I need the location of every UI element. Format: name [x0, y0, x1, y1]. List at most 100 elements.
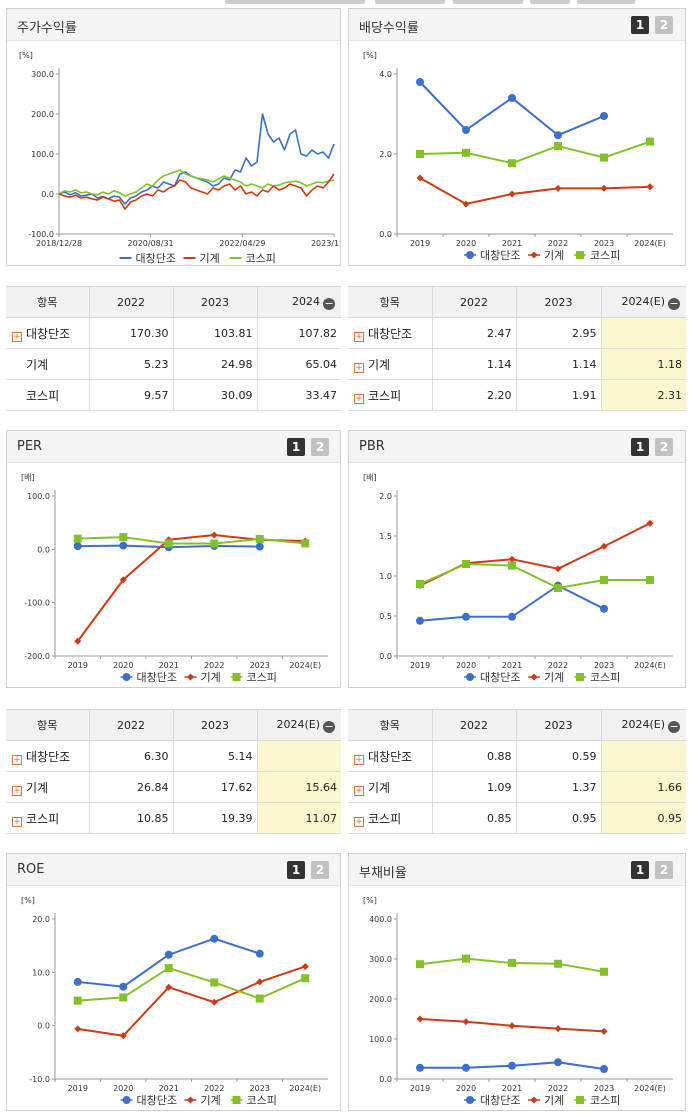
column-header-label: 2023 — [201, 295, 229, 309]
collapse-minus-icon[interactable]: − — [323, 719, 335, 733]
row-name-cell[interactable]: + 기계 — [6, 771, 90, 803]
row-name: 대창단조 — [368, 749, 413, 764]
collapse-minus-icon[interactable]: − — [668, 296, 680, 310]
expand-plus-icon[interactable]: + — [354, 362, 364, 373]
data-point-marker — [508, 561, 516, 570]
legend-label: 코스피 — [246, 252, 276, 265]
y-tick-label: -100.0 — [24, 599, 50, 608]
row-name-cell[interactable]: + 코스피 — [348, 379, 433, 411]
row-name-cell[interactable]: + 대창단조 — [6, 740, 90, 772]
data-point-marker — [600, 1027, 608, 1035]
panel-title: ROE — [17, 862, 45, 877]
data-point-marker — [416, 616, 424, 625]
expand-plus-icon[interactable]: + — [354, 393, 364, 404]
column-header: 2022 — [431, 709, 517, 741]
series-line — [76, 534, 306, 642]
data-point-marker — [119, 576, 127, 584]
row-name: 기계 — [368, 357, 391, 372]
table-header-row: 항목 2022 2023 2024(E) − — [348, 709, 686, 741]
expand-plus-icon[interactable]: + — [354, 754, 364, 765]
toggle-button-2[interactable]: 2 — [655, 438, 673, 456]
expand-plus-icon[interactable]: + — [354, 785, 364, 796]
data-point-marker — [600, 967, 608, 976]
data-point-marker — [466, 1096, 474, 1104]
row-name-cell[interactable]: + 기계 — [348, 771, 433, 803]
data-point-marker — [508, 555, 516, 563]
column-header: 항목 — [6, 709, 90, 741]
data-point-marker — [554, 1025, 562, 1033]
data-point-marker — [576, 673, 584, 681]
toggle-button-2[interactable]: 2 — [311, 861, 329, 879]
column-header: 2023 — [515, 709, 602, 741]
column-header-label: 2022 — [117, 295, 145, 309]
x-tick-label: 2019 — [410, 661, 430, 670]
x-tick-label: 2023 — [594, 239, 614, 248]
data-point-marker — [255, 949, 264, 958]
row-name: 코스피 — [26, 811, 60, 826]
expand-plus-icon[interactable]: + — [12, 816, 22, 827]
x-tick-label: 2023 — [594, 1084, 614, 1093]
legend-label: 코스피 — [590, 249, 620, 262]
y-tick-label: 100.0 — [31, 150, 54, 159]
expand-plus-icon[interactable]: + — [354, 331, 364, 342]
series-line — [77, 937, 261, 988]
collapse-minus-icon[interactable]: − — [323, 296, 335, 310]
y-tick-label: 100.0 — [27, 492, 50, 501]
expand-plus-icon[interactable]: + — [12, 331, 22, 342]
y-axis-unit: [%] — [363, 51, 377, 60]
toggle-button-1[interactable]: 1 — [631, 438, 649, 456]
data-point-marker — [554, 565, 562, 573]
x-tick-label: 2022 — [548, 661, 568, 670]
column-header-label: 2024(E) — [276, 717, 320, 731]
data-point-marker — [119, 541, 128, 550]
data-point-marker — [416, 1015, 424, 1023]
panel-header: 주가수익률 — [7, 9, 340, 41]
data-point-marker — [74, 637, 82, 645]
data-point-marker — [73, 534, 82, 543]
toggle-button-1[interactable]: 1 — [287, 438, 305, 456]
toggle-button-2[interactable]: 2 — [655, 861, 673, 879]
column-header-label: 2023 — [201, 718, 229, 732]
row-name-cell[interactable]: + 대창단조 — [348, 317, 433, 349]
y-tick-label: 300.0 — [31, 70, 54, 79]
series-line — [419, 81, 605, 137]
y-tick-label: 0.0 — [379, 230, 392, 239]
y-axis-unit: [배] — [21, 473, 35, 482]
row-name-cell[interactable]: + 대창단조 — [6, 317, 90, 349]
toggle-button-2[interactable]: 2 — [311, 438, 329, 456]
row-name-cell[interactable]: + 기계 — [348, 348, 433, 380]
value-cell: 1.09 — [431, 771, 517, 803]
data-point-marker — [255, 994, 264, 1003]
panel-header: ROE 1 2 — [7, 854, 340, 886]
toggle-button-2[interactable]: 2 — [655, 16, 673, 34]
y-tick-label: 300.0 — [369, 955, 392, 964]
data-point-marker — [232, 1096, 241, 1104]
y-tick-label: -200.0 — [24, 652, 50, 661]
toggle-button-1[interactable]: 1 — [631, 16, 649, 34]
column-header-label: 항목 — [37, 719, 58, 732]
data-point-marker — [210, 934, 219, 943]
expand-plus-icon[interactable]: + — [354, 816, 364, 827]
expand-plus-icon[interactable]: + — [12, 754, 22, 765]
data-point-marker — [164, 950, 173, 959]
x-tick-label: 2020 — [113, 1084, 133, 1093]
x-tick-label: 2024(E) — [289, 661, 321, 670]
panel-title: 부채비율 — [359, 866, 407, 881]
row-name-cell[interactable]: + 코스피 — [6, 802, 90, 834]
data-point-marker — [164, 539, 173, 548]
row-name-cell[interactable]: + 코스피 — [348, 802, 433, 834]
toggle-button-1[interactable]: 1 — [631, 861, 649, 879]
collapse-minus-icon[interactable]: − — [668, 719, 680, 733]
data-point-marker — [256, 978, 264, 986]
table-row: 기계 5.23 24.98 65.04 — [6, 348, 341, 380]
value-cell: 2.47 — [431, 317, 517, 349]
data-point-marker — [232, 673, 241, 681]
y-tick-label: 0.0 — [37, 1022, 50, 1031]
column-header: 2024− — [256, 286, 341, 318]
toggle-button-1[interactable]: 1 — [287, 861, 305, 879]
per-table: 항목 2022 2023 2024(E) − + 대창단조 6.30 5.14 + 기계 26.84 1… — [6, 709, 341, 834]
row-name-cell[interactable]: + 대창단조 — [348, 740, 433, 772]
expand-plus-icon[interactable]: + — [12, 785, 22, 796]
row-name: 코스피 — [368, 388, 402, 403]
row-name: 코스피 — [368, 811, 402, 826]
